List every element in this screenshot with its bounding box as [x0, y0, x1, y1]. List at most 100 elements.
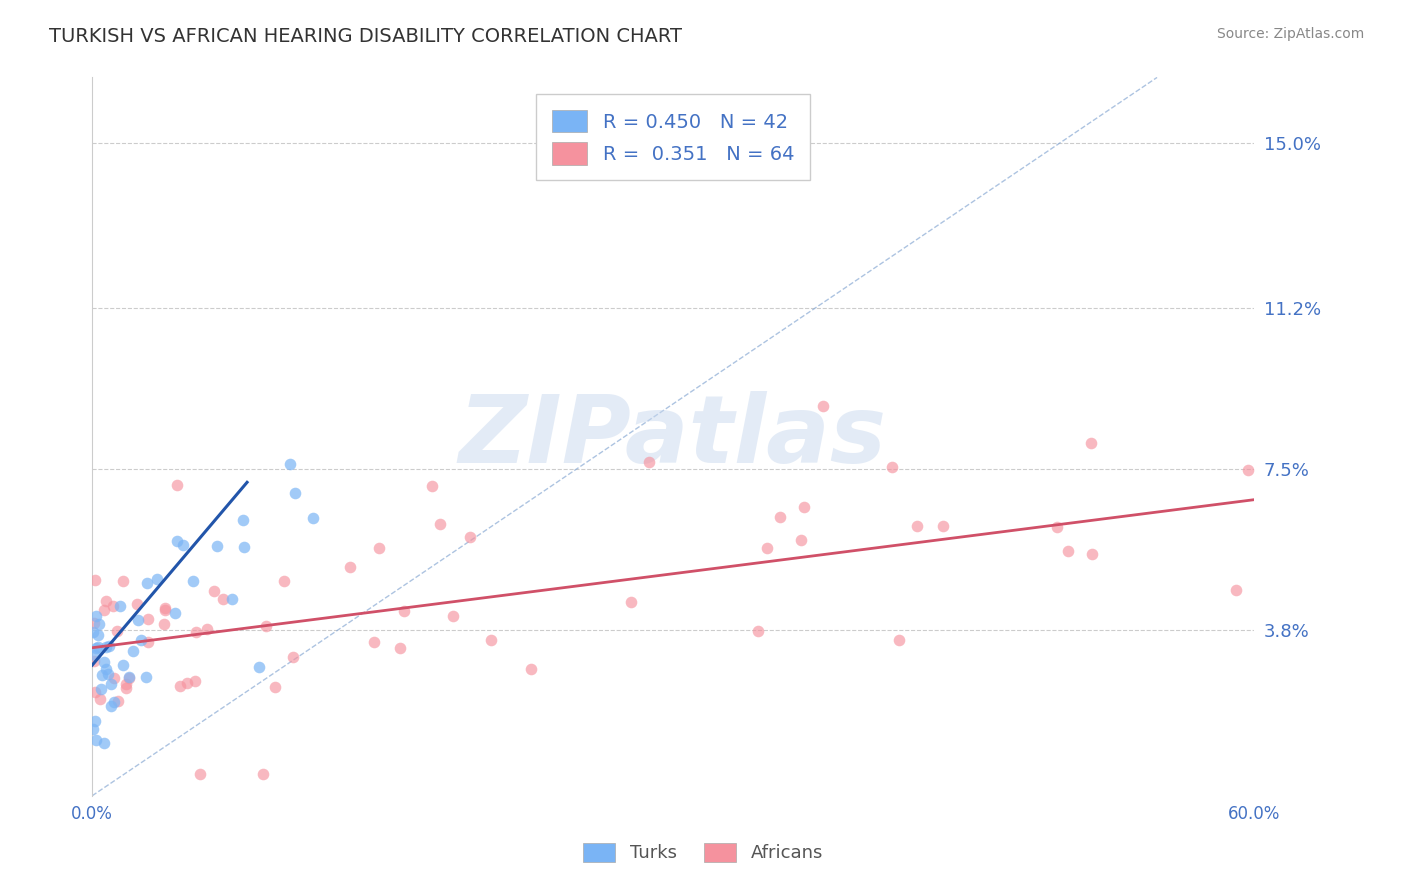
Point — [84, 609, 107, 624]
Point — [93, 603, 115, 617]
Point — [131, 633, 153, 648]
Point — [202, 583, 225, 598]
Point — [163, 606, 186, 620]
Point — [233, 540, 256, 554]
Point — [1236, 463, 1258, 477]
Point — [127, 613, 149, 627]
Point — [93, 656, 115, 670]
Point — [103, 671, 125, 685]
Point — [96, 640, 118, 654]
Point — [101, 599, 124, 613]
Point — [263, 680, 285, 694]
Point — [83, 685, 105, 699]
Point — [368, 541, 391, 556]
Point — [811, 400, 834, 414]
Point — [195, 622, 218, 636]
Point — [420, 479, 443, 493]
Point — [84, 732, 107, 747]
Point — [278, 457, 301, 471]
Point — [117, 670, 139, 684]
Point — [932, 518, 955, 533]
Point — [83, 616, 105, 631]
Point — [181, 574, 204, 589]
Point — [905, 519, 928, 533]
Point — [394, 604, 416, 618]
Point — [1080, 435, 1102, 450]
Point — [82, 723, 104, 737]
Point — [273, 574, 295, 589]
Point — [89, 617, 111, 632]
Point — [769, 509, 792, 524]
Point — [89, 691, 111, 706]
Point — [146, 572, 169, 586]
Point — [252, 767, 274, 781]
Point — [211, 592, 233, 607]
Point — [283, 649, 305, 664]
Point — [100, 677, 122, 691]
Point — [339, 560, 361, 574]
Text: TURKISH VS AFRICAN HEARING DISABILITY CORRELATION CHART: TURKISH VS AFRICAN HEARING DISABILITY CO… — [49, 27, 682, 45]
Point — [302, 510, 325, 524]
Point — [103, 695, 125, 709]
Point — [135, 670, 157, 684]
Point — [91, 668, 114, 682]
Point — [247, 659, 270, 673]
Point — [184, 624, 207, 639]
Point — [136, 635, 159, 649]
Point — [84, 640, 107, 655]
Point — [1057, 544, 1080, 558]
Point — [83, 574, 105, 588]
Point — [520, 662, 543, 676]
Point — [389, 640, 412, 655]
Point — [756, 541, 779, 556]
Point — [138, 612, 160, 626]
Text: ZIPatlas: ZIPatlas — [458, 391, 887, 483]
Point — [84, 714, 107, 728]
Point — [166, 477, 188, 491]
Point — [789, 533, 811, 547]
Point — [121, 644, 143, 658]
Point — [155, 603, 177, 617]
Point — [94, 594, 117, 608]
Point — [284, 485, 307, 500]
Point — [637, 455, 659, 469]
Point — [100, 698, 122, 713]
Point — [176, 675, 198, 690]
Point — [108, 599, 131, 613]
Point — [479, 632, 502, 647]
Point — [90, 681, 112, 696]
Point — [111, 574, 134, 588]
Point — [136, 576, 159, 591]
Point — [441, 608, 464, 623]
Point — [619, 595, 641, 609]
Point — [82, 625, 104, 640]
Legend: Turks, Africans: Turks, Africans — [575, 836, 831, 870]
Point — [232, 513, 254, 527]
Point — [153, 601, 176, 615]
Point — [1080, 547, 1102, 561]
Point — [166, 533, 188, 548]
Text: Source: ZipAtlas.com: Source: ZipAtlas.com — [1216, 27, 1364, 41]
Point — [93, 736, 115, 750]
Point — [221, 591, 243, 606]
Point — [107, 693, 129, 707]
Point — [172, 538, 194, 552]
Point — [97, 640, 120, 654]
Point — [793, 500, 815, 514]
Point — [115, 681, 138, 696]
Point — [254, 619, 277, 633]
Point — [169, 679, 191, 693]
Point — [97, 667, 120, 681]
Point — [205, 539, 228, 553]
Point — [458, 530, 481, 544]
Point — [127, 597, 149, 611]
Point — [83, 654, 105, 668]
Point — [184, 674, 207, 689]
Point — [887, 633, 910, 648]
Point — [152, 616, 174, 631]
Point — [112, 658, 135, 673]
Point — [94, 662, 117, 676]
Point — [1225, 583, 1247, 598]
Point — [118, 671, 141, 685]
Point — [114, 677, 136, 691]
